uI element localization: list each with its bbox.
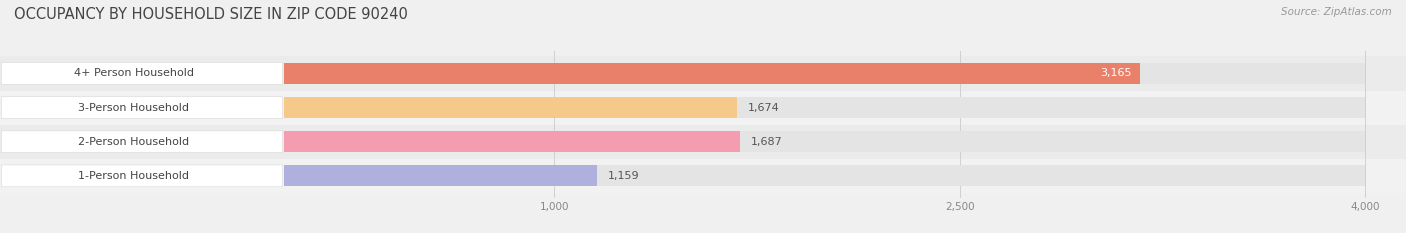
Bar: [284, 131, 1365, 152]
Bar: [284, 97, 1365, 118]
Bar: [284, 97, 737, 118]
FancyBboxPatch shape: [1, 97, 283, 119]
Text: OCCUPANCY BY HOUSEHOLD SIZE IN ZIP CODE 90240: OCCUPANCY BY HOUSEHOLD SIZE IN ZIP CODE …: [14, 7, 408, 22]
Text: 1,687: 1,687: [751, 137, 783, 147]
Bar: [0, 56, 1406, 90]
FancyBboxPatch shape: [1, 131, 283, 153]
Text: 2-Person Household: 2-Person Household: [77, 137, 188, 147]
Bar: [284, 165, 598, 186]
Bar: [284, 63, 1140, 84]
Bar: [0, 125, 1406, 159]
Text: 1-Person Household: 1-Person Household: [77, 171, 188, 181]
Text: 1,159: 1,159: [609, 171, 640, 181]
Bar: [0, 159, 1406, 193]
FancyBboxPatch shape: [1, 165, 283, 187]
Text: 4+ Person Household: 4+ Person Household: [73, 69, 194, 79]
Text: 3,165: 3,165: [1099, 69, 1132, 79]
Bar: [284, 63, 1365, 84]
FancyBboxPatch shape: [1, 62, 283, 84]
Text: 1,674: 1,674: [748, 103, 779, 113]
Bar: [284, 131, 740, 152]
Text: 3-Person Household: 3-Person Household: [77, 103, 188, 113]
Bar: [0, 90, 1406, 125]
Bar: [284, 165, 1365, 186]
Text: Source: ZipAtlas.com: Source: ZipAtlas.com: [1281, 7, 1392, 17]
